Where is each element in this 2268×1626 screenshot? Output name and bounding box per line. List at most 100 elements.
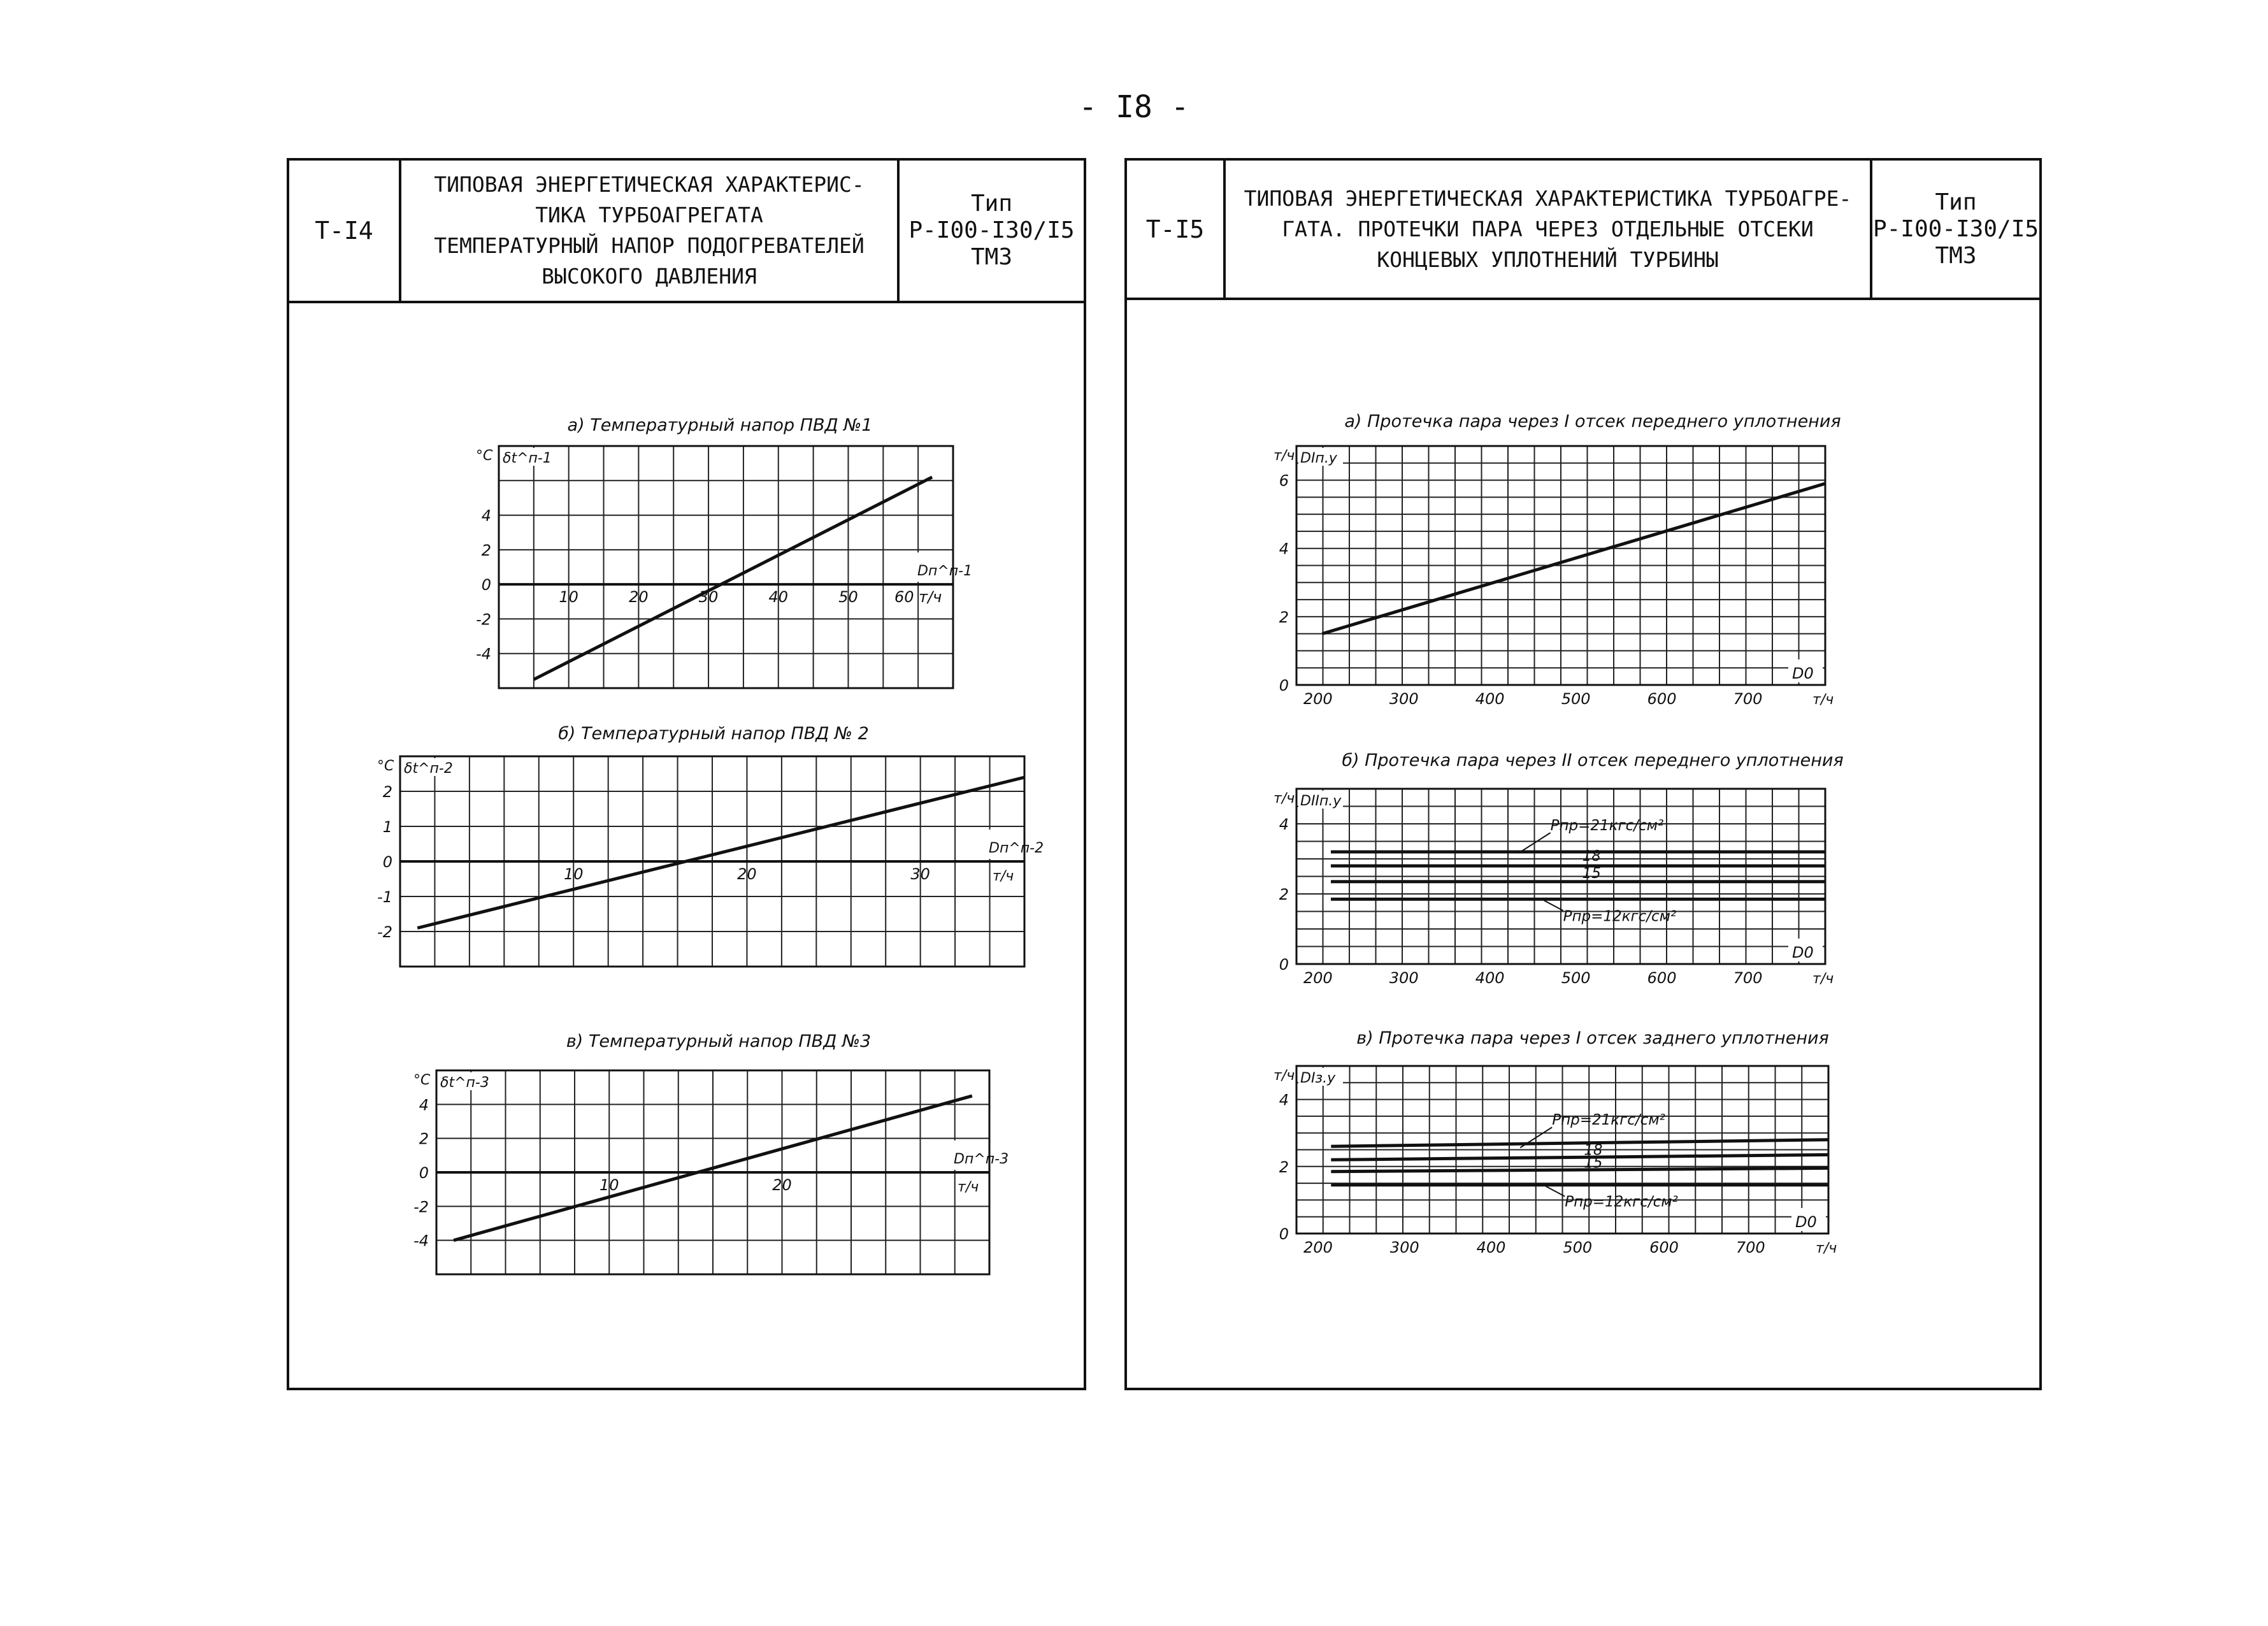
x-tick-label: 300 [1390, 1239, 1419, 1256]
chart-a-left: а) Температурный напор ПВД №1°С δt^п-1420… [476, 415, 972, 689]
y-label-bg [501, 448, 545, 466]
x-tick-label: 10 [564, 865, 584, 883]
plot-frame [1295, 1065, 1830, 1235]
x-tick-label: 200 [1303, 1239, 1333, 1256]
y-tick-label: 0 [1279, 1225, 1289, 1243]
type-line: Тип [970, 191, 1013, 217]
leader-line [1519, 1126, 1553, 1149]
x-tick-label: 700 [1736, 1239, 1765, 1256]
y-tick-label: 0 [1279, 956, 1289, 974]
y-tick-label: -2 [377, 923, 392, 941]
x-tick-label: 10 [559, 588, 578, 606]
y-axis-label: DIз.у [1300, 1070, 1336, 1086]
x-tick-label: 50 [838, 588, 858, 606]
y-axis-label: DIп.у [1300, 450, 1338, 466]
pressure-label-21: Рпр=21кгс/см² [1551, 817, 1664, 834]
plot-frame [1295, 788, 1827, 965]
x-tick-label: 600 [1649, 1239, 1679, 1256]
y-tick-label: 1 [383, 818, 392, 836]
title-line: ТИПОВАЯ ЭНЕРГЕТИЧЕСКАЯ ХАРАКТЕРИСТИКА ТУ… [1244, 185, 1852, 211]
type-line: Тип [1935, 189, 1977, 215]
x-tick-label: 20 [772, 1176, 792, 1194]
y-tick-label: 2 [419, 1130, 429, 1148]
plot-frame [498, 445, 954, 689]
chart-title: в) Температурный напор ПВД №3 [566, 1032, 871, 1051]
y-tick-label: 0 [482, 576, 491, 594]
x-tick-label: 60 т/ч [894, 588, 942, 606]
y-tick-label: 2 [1279, 886, 1289, 903]
leader-line [1544, 900, 1564, 912]
y-unit-label: т/ч [1274, 448, 1295, 464]
x-tick-label: 300 [1389, 969, 1419, 987]
series-line [1321, 482, 1826, 636]
y-axis-label: δt^п-3 [440, 1075, 489, 1091]
sheet-t15: Т-I5 ТИПОВАЯ ЭНЕРГЕТИЧЕСКАЯ ХАРАКТЕРИСТИ… [1124, 158, 2042, 1390]
x-axis-label: Dп^п-1 [917, 563, 972, 579]
pressure-label-15: 15 [1583, 865, 1601, 882]
y-tick-label: 4 [1279, 1091, 1289, 1109]
y-tick-label: 0 [383, 853, 392, 871]
y-tick-label: 6 [1279, 472, 1289, 490]
y-axis-label: δt^п-2 [404, 761, 453, 777]
x-axis-label: D0 [1795, 1213, 1817, 1231]
title-line: ГАТА. ПРОТЕЧКИ ПАРА ЧЕРЕЗ ОТДЕЛЬНЫЕ ОТСЕ… [1282, 216, 1814, 241]
x-tick-label: 600 [1647, 969, 1677, 987]
chart-grid [1296, 446, 1825, 685]
y-tick-label: 4 [1279, 816, 1289, 833]
chart-b-left: б) Температурный напор ПВД № 2 °С δt^п-2 2 1… [377, 724, 1044, 968]
x-label-bg [1788, 939, 1823, 961]
x-tick-label: 30 [910, 865, 930, 883]
y-axis-label: δt^п-1 [503, 450, 552, 466]
y-axis-label: DIIп.у [1300, 793, 1342, 809]
y-unit-label: т/ч [1274, 791, 1295, 807]
chart-c-left: в) Температурный напор ПВД №3°С δt^п-3420… [413, 1032, 1008, 1276]
x-unit-label: т/ч [1812, 971, 1834, 987]
y-tick-label: 2 [383, 783, 392, 801]
pressure-label-15: 15 [1584, 1155, 1602, 1172]
y-tick-label: -2 [413, 1198, 429, 1216]
chart-title: б) Протечка пара через II отсек переднег… [1342, 751, 1843, 770]
leader-line [1518, 832, 1551, 854]
chart-c-right: в) Протечка пара через I отсек заднего у… [1274, 1028, 1837, 1256]
y-unit-label: °С [476, 448, 493, 464]
sheet-t14: Т-I4 ТИПОВАЯ ЭНЕРГЕТИЧЕСКАЯ ХАРАКТЕРИС- … [287, 158, 1086, 1390]
y-unit-label: °С [377, 758, 394, 774]
y-tick-label: -4 [413, 1232, 429, 1250]
title-line: ТИКА ТУРБОАГРЕГАТА [535, 203, 763, 227]
sheet-header: Т-I4 ТИПОВАЯ ЭНЕРГЕТИЧЕСКАЯ ХАРАКТЕРИС- … [289, 161, 1084, 303]
type-line: Р-I00-I30/I5 [908, 217, 1075, 243]
y-tick-label: -2 [476, 610, 491, 628]
title-line: ВЫСОКОГО ДАВЛЕНИЯ [542, 264, 757, 289]
series-line [1331, 1153, 1829, 1162]
x-tick-label: 40 [768, 588, 788, 606]
y-tick-label: -4 [476, 645, 491, 663]
x-axis-label: Dп^п-2 [989, 840, 1044, 856]
title-line: ТЕМПЕРАТУРНЫЙ НАПОР ПОДОГРЕВАТЕЛЕЙ [434, 233, 865, 258]
page-number: - I8 - [1079, 89, 1189, 125]
chart-grid [499, 446, 953, 688]
chart-grid [1296, 789, 1825, 964]
x-tick-label: 600 [1647, 690, 1677, 708]
sheet-code: Т-I4 [289, 161, 401, 301]
turbine-type: Тип Р-I00-I30/I5 ТМЗ [900, 161, 1084, 301]
y-tick-label: 0 [419, 1164, 429, 1182]
y-tick-label: 2 [1279, 1158, 1289, 1176]
x-unit-label: т/ч [1816, 1241, 1837, 1256]
chart-title: а) Протечка пара через I отсек переднего… [1344, 412, 1841, 431]
x-label-bg [986, 830, 1022, 859]
y-tick-label: -1 [377, 888, 392, 906]
y-label-bg [1298, 448, 1343, 466]
x-tick-label: 500 [1563, 1239, 1592, 1256]
x-axis-label: Dп^п-3 [954, 1151, 1008, 1167]
leader-line [1545, 1185, 1565, 1197]
x-axis-label: D0 [1792, 944, 1814, 961]
x-tick-label: 10 [599, 1176, 619, 1194]
pressure-label-18: 18 [1584, 1142, 1602, 1158]
x-tick-label: 20 [629, 588, 649, 606]
x-tick-label: 400 [1475, 969, 1505, 987]
x-unit-label: т/ч [993, 868, 1014, 884]
title-line: ТИПОВАЯ ЭНЕРГЕТИЧЕСКАЯ ХАРАКТЕРИС- [434, 172, 865, 197]
x-tick-label: 700 [1733, 969, 1763, 987]
chart-title: в) Протечка пара через I отсек заднего у… [1356, 1028, 1829, 1048]
